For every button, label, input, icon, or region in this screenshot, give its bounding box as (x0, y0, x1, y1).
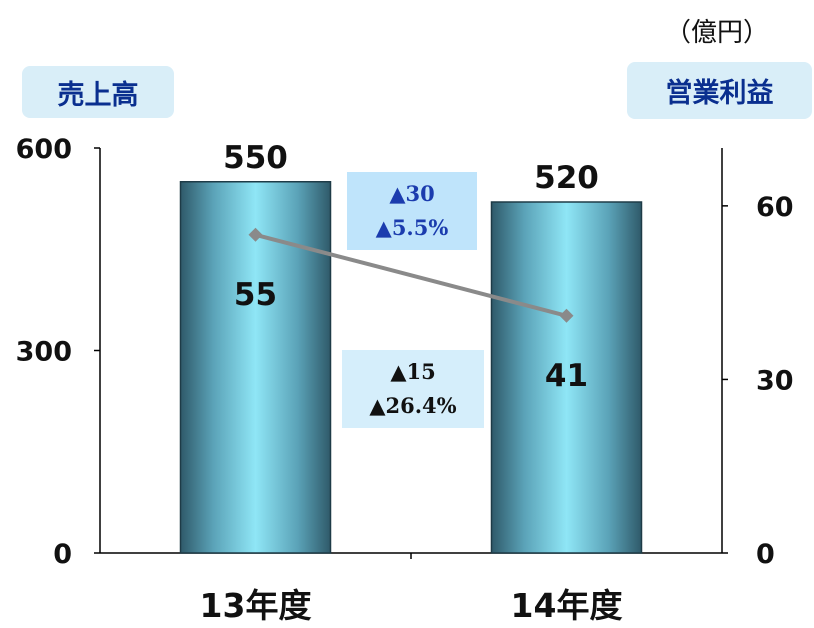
left-axis-tick-label: 600 (16, 134, 72, 165)
bar-value-label: 520 (534, 160, 599, 196)
right-axis-tick-label: 60 (756, 192, 794, 223)
right-axis-title: 営業利益 (627, 62, 812, 119)
left-axis-tick-label: 0 (53, 539, 72, 570)
profit-point (248, 227, 263, 242)
right-axis-tick-label: 0 (756, 539, 775, 570)
profit-change-percent: ▲26.4% (369, 393, 457, 418)
bars-layer (179, 181, 643, 554)
right-axis-title-text: 営業利益 (665, 78, 774, 109)
profit-line (254, 232, 568, 318)
profit-point (559, 308, 574, 323)
line-layer (248, 227, 574, 323)
profit-value-label: 55 (234, 277, 277, 313)
bar (490, 201, 643, 554)
left-axis-tick-label: 300 (16, 337, 72, 368)
axes-layer: 0 300 600 0 30 60 (16, 134, 794, 570)
bar-value-label: 550 (223, 140, 288, 176)
right-axis-tick-label: 30 (756, 365, 794, 396)
x-category-label: 13年度 (200, 586, 312, 625)
bar (179, 181, 332, 554)
sales-change-percent: ▲5.5% (375, 215, 449, 240)
profit-change-amount: ▲15 (390, 359, 436, 384)
left-axis-title-text: 売上高 (57, 79, 139, 111)
sales-change-callout: ▲30 ▲5.5% (347, 172, 477, 250)
left-axis-title: 売上高 (22, 66, 174, 118)
x-category-label: 14年度 (511, 586, 623, 625)
labels-layer: 13年度 14年度 550 520 55 41 (200, 140, 623, 625)
sales-change-amount: ▲30 (389, 181, 435, 206)
profit-change-callout: ▲15 ▲26.4% (342, 350, 484, 428)
unit-label: （億円） (665, 18, 770, 48)
profit-value-label: 41 (545, 358, 588, 394)
